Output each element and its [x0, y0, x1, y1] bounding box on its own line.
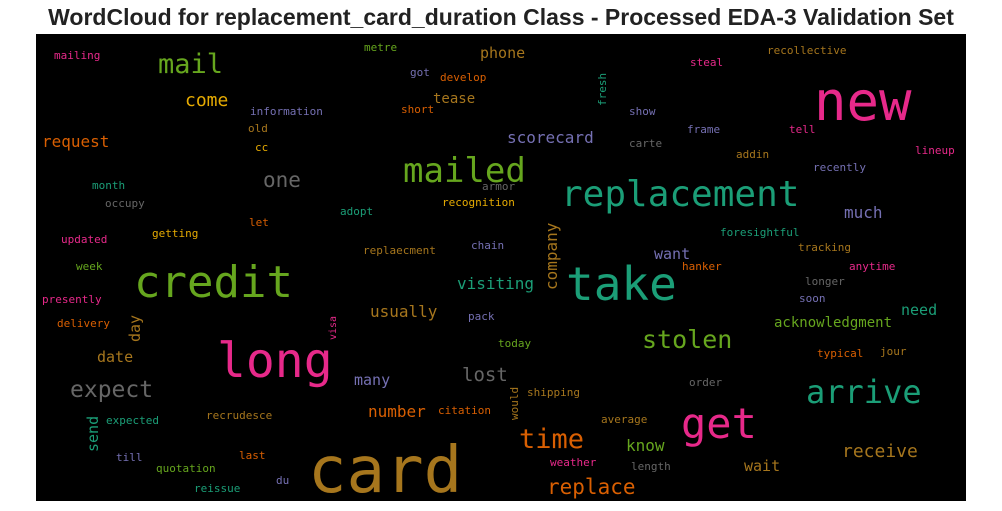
- word-show: show: [629, 105, 656, 118]
- word-get: get: [681, 399, 757, 448]
- word-lost: lost: [462, 364, 508, 386]
- word-many: many: [354, 371, 390, 389]
- word-anytime: anytime: [849, 260, 895, 273]
- word-replace: replace: [547, 475, 636, 499]
- word-getting: getting: [152, 227, 198, 240]
- word-expect: expect: [70, 377, 153, 403]
- word-citation: citation: [438, 404, 491, 417]
- word-recrudesce: recrudesce: [206, 409, 272, 422]
- word-till: till: [116, 451, 143, 464]
- word-take: take: [566, 257, 677, 311]
- word-short: short: [401, 103, 434, 116]
- word-steal: steal: [690, 56, 723, 69]
- word-metre: metre: [364, 41, 397, 54]
- word-recently: recently: [813, 161, 866, 174]
- word-old: old: [248, 122, 268, 135]
- cloud-background: [36, 34, 966, 501]
- word-armor: armor: [482, 180, 515, 193]
- word-know: know: [626, 436, 665, 455]
- word-card: card: [308, 434, 462, 501]
- word-reissue: reissue: [194, 482, 240, 495]
- word-addin: addin: [736, 148, 769, 161]
- word-typical: typical: [817, 347, 863, 360]
- word-recognition: recognition: [442, 196, 515, 209]
- word-tracking: tracking: [798, 241, 851, 254]
- word-month: month: [92, 179, 125, 192]
- word-cc: cc: [255, 141, 268, 154]
- word-recollective: recollective: [767, 44, 846, 57]
- word-mail: mail: [158, 49, 223, 80]
- word-arrive: arrive: [806, 373, 922, 411]
- word-information: information: [250, 105, 323, 118]
- word-tease: tease: [433, 91, 475, 107]
- word-let: let: [249, 216, 269, 229]
- word-got: got: [410, 66, 430, 79]
- word-receive: receive: [842, 441, 918, 462]
- word-mailed: mailed: [403, 151, 526, 191]
- word-new: new: [814, 70, 912, 133]
- word-jour: jour: [880, 345, 907, 358]
- word-shipping: shipping: [527, 386, 580, 399]
- word-number: number: [368, 402, 426, 421]
- word-long: long: [217, 333, 333, 389]
- word-pack: pack: [468, 310, 495, 323]
- word-stolen: stolen: [642, 325, 732, 354]
- word-soon: soon: [799, 292, 826, 305]
- word-time: time: [519, 424, 584, 455]
- word-adopt: adopt: [340, 205, 373, 218]
- word-send: send: [84, 416, 102, 452]
- word-come: come: [185, 90, 228, 111]
- word-phone: phone: [480, 44, 525, 62]
- word-scorecard: scorecard: [507, 128, 594, 147]
- word-carte: carte: [629, 137, 662, 150]
- word-replaecment: replaecment: [363, 244, 436, 257]
- word-date: date: [97, 348, 133, 366]
- word-today: today: [498, 337, 531, 350]
- word-usually: usually: [370, 302, 438, 321]
- word-updated: updated: [61, 233, 107, 246]
- word-chain: chain: [471, 239, 504, 252]
- word-one: one: [263, 168, 301, 192]
- word-du: du: [276, 474, 289, 487]
- word-expected: expected: [106, 414, 159, 427]
- word-much: much: [844, 203, 883, 222]
- word-replacement: replacement: [561, 174, 799, 215]
- word-develop: develop: [440, 71, 486, 84]
- word-mailing: mailing: [54, 49, 100, 62]
- word-acknowledgment: acknowledgment: [774, 315, 892, 331]
- word-day: day: [126, 315, 144, 342]
- word-quotation: quotation: [156, 462, 216, 475]
- word-credit: credit: [134, 257, 293, 308]
- word-wait: wait: [744, 457, 780, 475]
- word-delivery: delivery: [57, 317, 110, 330]
- word-order: order: [689, 376, 722, 389]
- word-request: request: [42, 132, 109, 151]
- word-visiting: visiting: [457, 274, 534, 293]
- word-would: would: [508, 387, 521, 420]
- word-average: average: [601, 413, 647, 426]
- chart-title: WordCloud for replacement_card_duration …: [48, 4, 954, 30]
- word-presently: presently: [42, 293, 102, 306]
- word-hanker: hanker: [682, 260, 722, 273]
- word-weather: weather: [550, 456, 597, 469]
- word-layer: cardnewlongtakecreditgetreplacementmaile…: [42, 41, 955, 501]
- word-need: need: [901, 301, 937, 319]
- word-week: week: [76, 260, 103, 273]
- word-visa: visa: [328, 316, 339, 340]
- word-foresightful: foresightful: [720, 226, 799, 239]
- word-cloud: cardnewlongtakecreditgetreplacementmaile…: [36, 34, 966, 501]
- word-last: last: [239, 449, 266, 462]
- word-lineup: lineup: [915, 144, 955, 157]
- word-tell: tell: [789, 123, 816, 136]
- word-fresh: fresh: [596, 73, 609, 106]
- word-want: want: [654, 245, 690, 263]
- word-frame: frame: [687, 123, 720, 136]
- word-occupy: occupy: [105, 197, 145, 210]
- word-length: length: [631, 460, 671, 473]
- word-company: company: [542, 222, 561, 290]
- word-longer: longer: [805, 275, 845, 288]
